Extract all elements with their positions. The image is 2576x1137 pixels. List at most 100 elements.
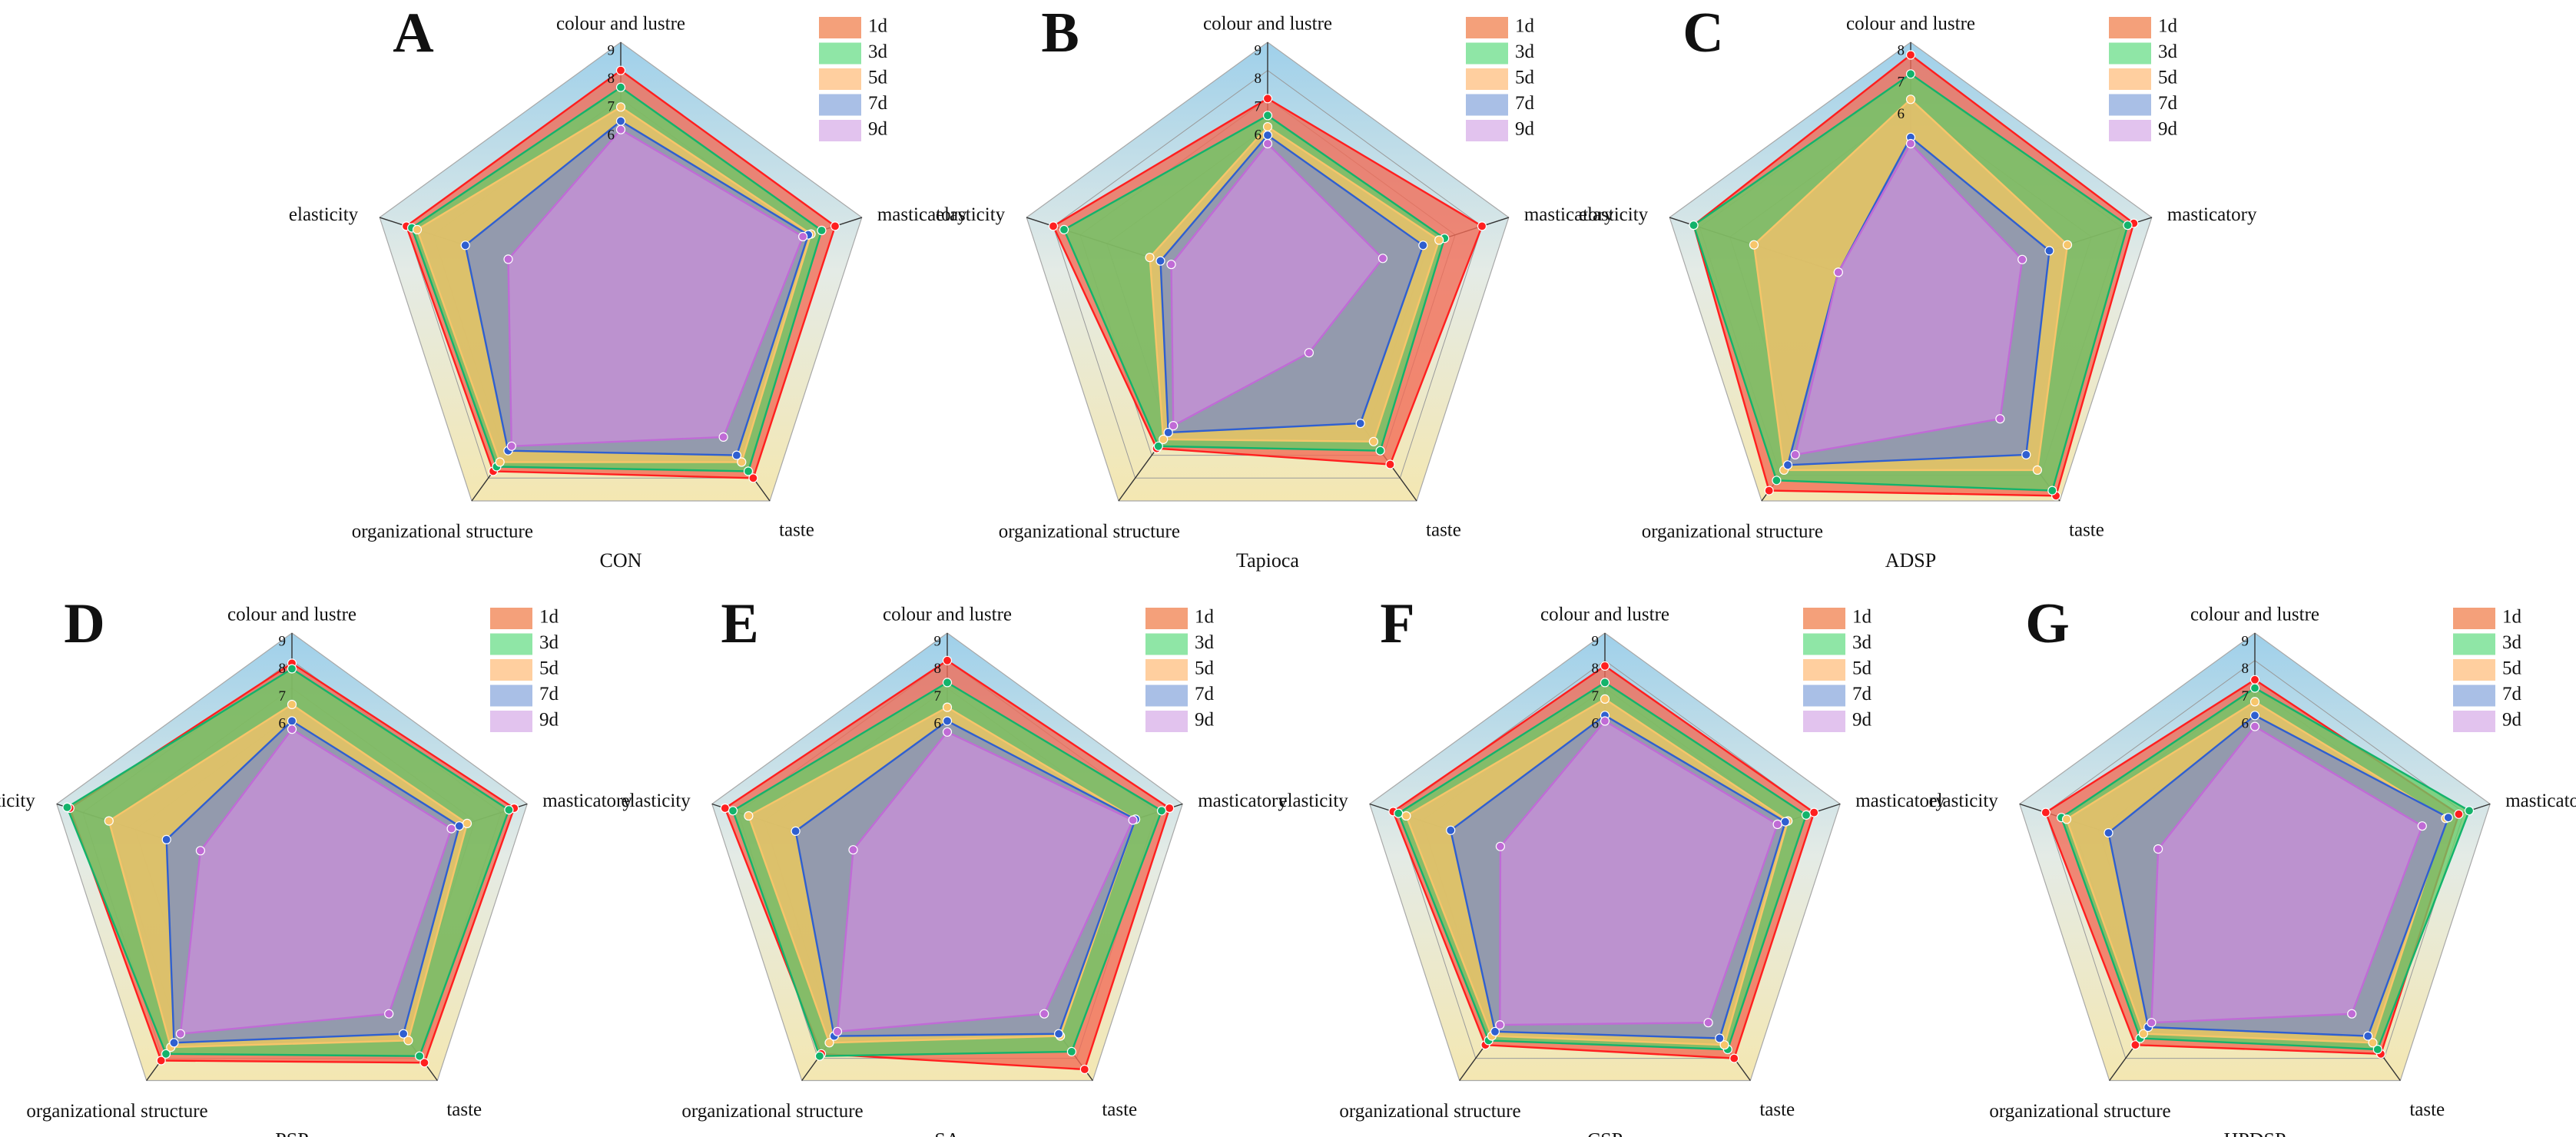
chart-title: ADSP bbox=[1885, 549, 1936, 572]
axis-label-elasticity: elasticity bbox=[936, 204, 1006, 225]
data-point-7d bbox=[1155, 256, 1165, 266]
data-point-9d bbox=[848, 845, 858, 855]
tick-label: 9 bbox=[608, 42, 615, 58]
legend-label: 3d bbox=[539, 632, 559, 653]
axis-label-taste: taste bbox=[779, 520, 814, 541]
axis-label-elasticity: elasticity bbox=[1279, 791, 1349, 811]
data-point-9d bbox=[942, 727, 953, 737]
tick-label: 8 bbox=[1255, 71, 1262, 87]
legend-label: 5d bbox=[2502, 658, 2522, 679]
data-point-7d bbox=[615, 116, 626, 126]
data-point-9d bbox=[1304, 348, 1315, 358]
data-point-7d bbox=[2021, 449, 2031, 460]
data-point-7d bbox=[1782, 460, 1793, 470]
axis-label-elasticity: elasticity bbox=[1579, 204, 1649, 225]
data-point-3d bbox=[1153, 441, 1163, 451]
data-point-7d bbox=[1262, 130, 1273, 141]
legend-swatch-7d bbox=[2453, 685, 2495, 707]
data-point-5d bbox=[824, 1038, 834, 1048]
legend-label: 3d bbox=[2158, 41, 2178, 62]
data-point-5d bbox=[2249, 697, 2260, 707]
data-point-9d bbox=[446, 824, 456, 834]
legend-swatch-1d bbox=[1145, 608, 1188, 629]
tick-label: 7 bbox=[1255, 99, 1262, 115]
legend-label: 7d bbox=[539, 684, 559, 704]
legend-label: 9d bbox=[1195, 710, 1215, 731]
axis-label-organizational-structure: organizational structure bbox=[999, 522, 1180, 542]
data-point-9d bbox=[2017, 254, 2027, 264]
legend-swatch-3d bbox=[490, 633, 532, 655]
series-area-9d bbox=[1170, 142, 1384, 427]
radar-panel-c: 8 7 6 colour and lustre masticatory taste orga… bbox=[1579, 2, 2257, 572]
axis-label-taste: taste bbox=[1426, 520, 1461, 541]
data-point-9d bbox=[615, 124, 626, 134]
legend-swatch-5d bbox=[2109, 68, 2151, 90]
data-point-1d bbox=[615, 65, 626, 75]
axis-label-organizational-structure: organizational structure bbox=[352, 522, 533, 542]
radar-panel-e: 9 8 7 6 colour and lustre masticatory taste org… bbox=[622, 592, 1288, 1137]
tick-label: 7 bbox=[279, 688, 287, 704]
tick-label: 6 bbox=[1255, 127, 1262, 143]
tick-label: 8 bbox=[608, 71, 615, 87]
axis-label-colour-and-lustre: colour and lustre bbox=[1846, 14, 1975, 35]
data-point-1d bbox=[156, 1056, 166, 1066]
data-point-3d bbox=[1262, 111, 1273, 121]
legend: 1d 3d 5d 7d 9d bbox=[490, 607, 559, 732]
legend-swatch-9d bbox=[490, 711, 532, 732]
data-point-9d bbox=[384, 1009, 394, 1019]
data-point-7d bbox=[161, 834, 171, 845]
data-point-3d bbox=[1066, 1046, 1077, 1057]
legend-label: 1d bbox=[2158, 16, 2178, 37]
data-point-7d bbox=[454, 821, 464, 831]
legend-swatch-5d bbox=[819, 68, 861, 90]
data-point-1d bbox=[1764, 486, 1774, 496]
tick-label: 9 bbox=[2242, 633, 2249, 649]
tick-label: 9 bbox=[934, 633, 942, 649]
legend-label: 5d bbox=[868, 68, 888, 88]
legend-label: 1d bbox=[539, 607, 559, 628]
tick-label: 6 bbox=[1898, 106, 1905, 122]
legend-label: 9d bbox=[1852, 710, 1872, 731]
data-point-7d bbox=[2104, 827, 2114, 838]
tick-label: 8 bbox=[934, 661, 942, 677]
tick-label: 6 bbox=[279, 716, 287, 732]
axis-label-masticatory: masticatory bbox=[877, 204, 967, 225]
axis-label-elasticity: elasticity bbox=[1929, 791, 1999, 811]
data-point-7d bbox=[1446, 825, 1456, 835]
data-point-5d bbox=[1719, 1040, 1729, 1050]
data-point-3d bbox=[287, 664, 297, 674]
legend-label: 7d bbox=[2502, 684, 2522, 704]
legend: 1d 3d 5d 7d 9d bbox=[2453, 607, 2522, 732]
data-point-1d bbox=[419, 1058, 429, 1068]
legend-swatch-5d bbox=[1803, 659, 1845, 681]
legend-label: 5d bbox=[2158, 68, 2178, 88]
tick-label: 7 bbox=[1592, 688, 1600, 704]
data-point-1d bbox=[1809, 807, 1819, 817]
data-point-1d bbox=[1262, 94, 1273, 104]
data-point-3d bbox=[414, 1051, 425, 1061]
legend-swatch-9d bbox=[1145, 711, 1188, 732]
legend-swatch-3d bbox=[1803, 633, 1845, 655]
legend-label: 5d bbox=[1852, 658, 1872, 679]
data-point-9d bbox=[503, 254, 513, 264]
data-point-3d bbox=[1600, 678, 1610, 688]
data-point-1d bbox=[720, 803, 730, 814]
data-point-3d bbox=[728, 806, 738, 816]
data-point-9d bbox=[2147, 1018, 2157, 1028]
axis-label-masticatory: masticatory bbox=[1855, 791, 1945, 811]
data-point-7d bbox=[942, 716, 953, 726]
data-point-5d bbox=[104, 816, 114, 826]
data-point-5d bbox=[2062, 240, 2073, 250]
data-point-7d bbox=[398, 1029, 409, 1039]
data-point-1d bbox=[2454, 809, 2464, 819]
series-area-9d bbox=[507, 128, 804, 447]
axis-label-taste: taste bbox=[2409, 1099, 2445, 1120]
legend-label: 1d bbox=[1195, 607, 1215, 628]
data-point-9d bbox=[1995, 414, 2005, 424]
tick-label: 8 bbox=[1592, 661, 1600, 677]
chart-title: PSP bbox=[275, 1129, 308, 1137]
chart-title: CSP bbox=[1587, 1129, 1623, 1137]
axis-label-colour-and-lustre: colour and lustre bbox=[556, 14, 685, 35]
data-point-7d bbox=[791, 826, 801, 837]
legend-label: 9d bbox=[2158, 119, 2178, 140]
